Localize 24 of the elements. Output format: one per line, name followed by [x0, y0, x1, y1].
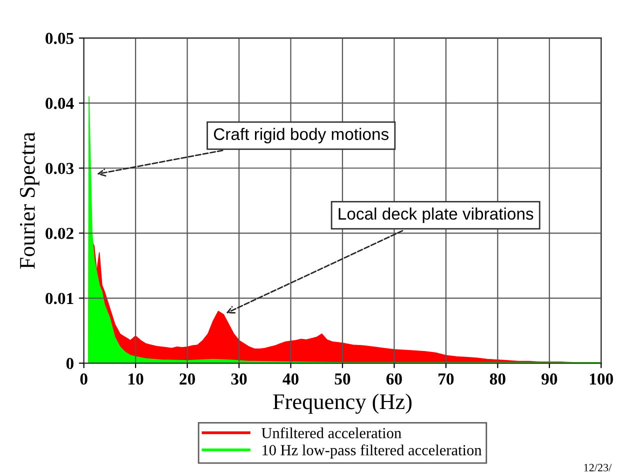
- x-tick-label: 50: [334, 373, 350, 385]
- x-axis-title: Frequency (Hz): [273, 394, 412, 414]
- x-tick-label: 60: [386, 373, 402, 385]
- x-tick-label: 100: [590, 373, 613, 385]
- x-tick-label: 70: [438, 373, 454, 385]
- x-tick-label: 40: [282, 373, 298, 385]
- y-tick-label: 0: [66, 358, 74, 370]
- y-tick-label: 0.05: [46, 32, 74, 44]
- x-tick-label: 10: [128, 373, 144, 385]
- annotation: Local deck plate vibrations: [338, 207, 534, 224]
- x-tick-label: 80: [490, 373, 506, 385]
- x-tick-label: 20: [180, 373, 195, 385]
- y-tick-label: 0.03: [46, 162, 74, 174]
- legend-label: 10 Hz low-pass filtered acceleration: [262, 444, 482, 458]
- annotation: Craft rigid body motions: [214, 128, 389, 144]
- legend-label: Unfiltered acceleration: [262, 427, 402, 438]
- y-tick-label: 0.01: [46, 292, 74, 304]
- x-tick-label: 90: [542, 373, 558, 385]
- x-tick-label: 30: [231, 373, 247, 385]
- text: 12/23/: [584, 464, 612, 472]
- y-axis-title: Fourier Spectra: [20, 132, 40, 269]
- x-tick-label: 0: [80, 373, 88, 385]
- y-tick-label: 0.02: [46, 228, 74, 240]
- y-tick-label: 0.04: [46, 98, 74, 110]
